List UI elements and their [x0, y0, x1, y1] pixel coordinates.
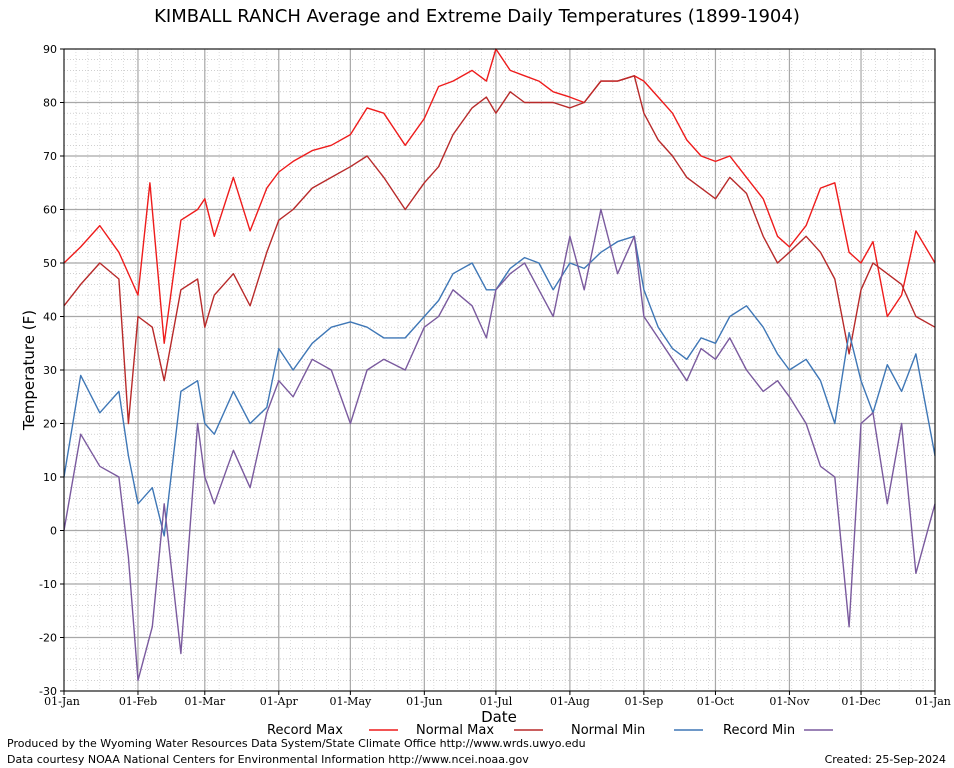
y-tick-label: -10: [39, 578, 57, 591]
series-line-record-max: [63, 48, 936, 344]
y-tick-label: 0: [50, 525, 57, 538]
y-tick-label: -20: [39, 632, 57, 645]
y-tick-label: 30: [43, 364, 57, 377]
x-tick-label: 01-Mar: [184, 695, 226, 708]
x-tick-label: 01-Apr: [260, 695, 299, 708]
legend-label: Normal Max: [416, 723, 494, 738]
series-line-normal-min: [63, 235, 936, 537]
y-tick-label: 40: [43, 311, 57, 324]
y-tick-label: 60: [43, 204, 57, 217]
x-tick-label: 01-Aug: [550, 695, 590, 708]
x-tick-label: 01-May: [329, 695, 372, 708]
y-tick-labels: -30 -20 -10 0 10 20 30 40 50 60 70 80 90: [39, 43, 64, 698]
x-tick-label: 01-Feb: [119, 695, 157, 708]
x-tick-label: 01-Jun: [406, 695, 442, 708]
footer-data-courtesy: Data courtesy NOAA National Centers for …: [7, 753, 529, 766]
y-tick-label: 50: [43, 257, 57, 270]
footer-created: Created: 25-Sep-2024: [824, 753, 946, 766]
legend-label: Normal Min: [571, 723, 645, 738]
y-axis-label: Temperature (F): [20, 310, 38, 431]
legend-label: Record Max: [267, 723, 343, 738]
y-tick-label: 90: [43, 43, 57, 56]
y-tick-label: 20: [43, 418, 57, 431]
x-axis-label: Date: [481, 708, 517, 726]
series-line-record-min: [63, 208, 936, 681]
y-tick-label: -30: [39, 685, 57, 698]
page-title: KIMBALL RANCH Average and Extreme Daily …: [154, 6, 800, 27]
x-tick-label: 01-Jan: [915, 695, 951, 708]
y-tick-label: 80: [43, 97, 57, 110]
x-tick-label: 01-Jul: [480, 695, 513, 708]
footer-produced-by: Produced by the Wyoming Water Resources …: [7, 737, 586, 750]
legend: Record Max Normal Max Normal Min Record Min: [267, 723, 833, 738]
x-tick-label: 01-Jan: [44, 695, 80, 708]
x-tick-label: 01-Oct: [697, 695, 735, 708]
x-tick-label: 01-Dec: [841, 695, 880, 708]
grid: [63, 48, 936, 692]
x-tick-label: 01-Nov: [769, 695, 810, 708]
y-tick-label: 70: [43, 150, 57, 163]
x-tick-labels: 01-Jan 01-Feb 01-Mar 01-Apr 01-May 01-Jun 01-J…: [44, 691, 951, 708]
series-lines: [63, 48, 936, 681]
y-tick-label: 10: [43, 471, 57, 484]
x-tick-label: 01-Sep: [624, 695, 663, 708]
legend-label: Record Min: [723, 723, 795, 738]
series-line-normal-max: [63, 75, 936, 425]
